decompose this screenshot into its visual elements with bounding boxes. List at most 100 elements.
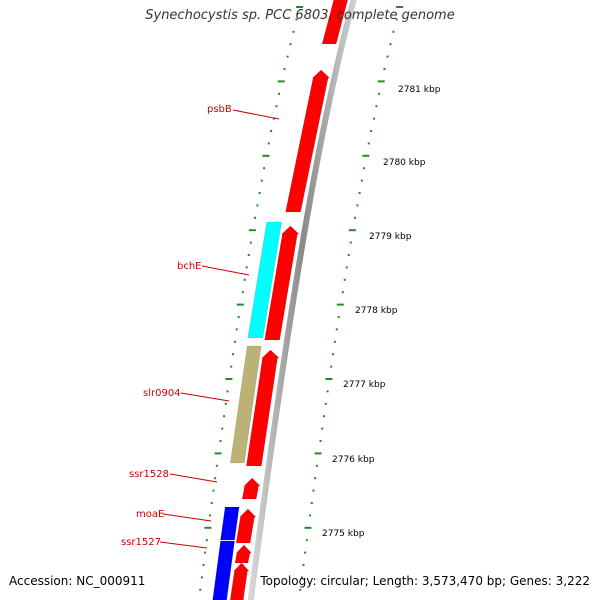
leader-line-ssr1527 [159, 541, 208, 549]
outer-tick [395, 18, 398, 21]
inner-tick [230, 365, 233, 368]
inner-tick [225, 378, 233, 380]
inner-tick [204, 526, 212, 529]
outer-tick [309, 514, 312, 517]
gene-arrow-ssr1528[interactable] [241, 477, 261, 500]
inner-tick [292, 30, 295, 33]
gene-arrow-bottom[interactable] [229, 562, 250, 600]
gene-arrow-moaE[interactable] [235, 508, 257, 544]
inner-tick [224, 402, 227, 405]
outer-tick [324, 402, 327, 405]
inner-tick [204, 551, 207, 554]
inner-tick [219, 440, 222, 442]
outer-tick [363, 167, 366, 170]
inner-tick [296, 6, 304, 8]
outer-tick [372, 117, 375, 120]
leader-line-slr0904 [180, 392, 230, 402]
gene-arrow-slr0904-pair[interactable] [246, 349, 280, 467]
inner-tick [278, 92, 281, 95]
gene-label-moaE[interactable]: moaE [136, 509, 164, 520]
inner-tick [241, 291, 244, 294]
inner-tick [200, 576, 203, 579]
gene-arrow-psbB[interactable] [285, 69, 331, 213]
leader-line-moaE [162, 513, 212, 522]
topology-text: Topology: circular; Length: 3,573,470 bp… [260, 574, 590, 588]
outer-tick [345, 266, 348, 269]
scale-label: 2777 kbp [343, 380, 386, 390]
outer-tick [367, 142, 370, 145]
outer-tick [356, 204, 359, 207]
outer-tick [378, 92, 381, 95]
scale-label: 2778 kbp [355, 306, 398, 316]
gene-label-psbB[interactable]: psbB [207, 104, 232, 115]
inner-tick [215, 464, 218, 467]
inner-tick [258, 192, 261, 194]
inner-tick [256, 204, 259, 207]
scale-label: 2775 kbp [322, 529, 365, 539]
gene-arrow-ssr1527[interactable] [234, 544, 253, 564]
outer-tick [314, 477, 317, 480]
scale-label: 2781 kbp [398, 85, 441, 95]
gene-label-ssr1527[interactable]: ssr1527 [121, 537, 161, 548]
inner-tick [262, 154, 270, 157]
outer-tick [319, 440, 322, 442]
gene-label-ssr1528[interactable]: ssr1528 [129, 469, 169, 480]
outer-tick [375, 105, 378, 108]
genome-backbone [247, 0, 357, 600]
gene-label-slr0904[interactable]: slr0904 [143, 388, 181, 399]
leader-line-bchE [201, 265, 250, 276]
outer-tick [323, 415, 326, 418]
inner-tick [214, 452, 222, 455]
outer-tick [389, 43, 392, 46]
inner-tick [223, 415, 226, 418]
gene-bar-bchE[interactable] [247, 221, 283, 339]
leader-line-psbB [232, 109, 280, 120]
inner-tick-marks [199, 6, 304, 591]
gene-bar-ssr1527[interactable] [212, 540, 235, 600]
outer-tick [315, 464, 318, 467]
gene-features [212, 0, 349, 600]
leader-line-ssr1528 [169, 473, 218, 483]
outer-tick [314, 452, 322, 455]
outer-tick [333, 340, 336, 343]
inner-tick [289, 43, 292, 46]
outer-tick [335, 328, 338, 331]
inner-tick [260, 179, 263, 182]
outer-tick [330, 365, 333, 368]
outer-tick [325, 378, 333, 380]
gene-bar-slr0904[interactable] [229, 345, 262, 464]
inner-tick [267, 142, 270, 145]
gene-arrow-bchE-pair[interactable] [264, 225, 300, 341]
inner-tick [286, 55, 289, 58]
outer-tick [336, 303, 344, 306]
outer-tick [337, 316, 340, 318]
outer-tick [332, 353, 335, 356]
outer-tick [326, 390, 329, 393]
outer-tick [302, 564, 305, 566]
outer-tick [300, 576, 303, 579]
inner-tick [272, 117, 275, 120]
inner-tick [245, 266, 248, 269]
outer-tick [305, 539, 308, 542]
outer-tick [396, 6, 404, 8]
inner-tick [275, 105, 278, 108]
outer-tick [360, 179, 363, 182]
inner-tick [243, 278, 246, 281]
scale-label: 2776 kbp [332, 455, 375, 465]
inner-tick [263, 167, 266, 170]
inner-tick [199, 588, 202, 591]
map-title: Synechocystis sp. PCC 6803, complete gen… [145, 8, 455, 23]
inner-tick [248, 229, 256, 232]
inner-tick [210, 502, 213, 504]
outer-tick [299, 588, 302, 591]
inner-tick [249, 241, 252, 244]
gene-arrow-top[interactable] [321, 0, 349, 45]
outer-tick [304, 551, 307, 554]
inner-tick [237, 316, 240, 318]
gene-label-bchE[interactable]: bchE [177, 261, 202, 272]
outer-tick [310, 502, 313, 504]
gene-bar-moaE[interactable] [220, 506, 240, 541]
outer-tick [362, 154, 370, 157]
outer-tick [304, 526, 312, 529]
